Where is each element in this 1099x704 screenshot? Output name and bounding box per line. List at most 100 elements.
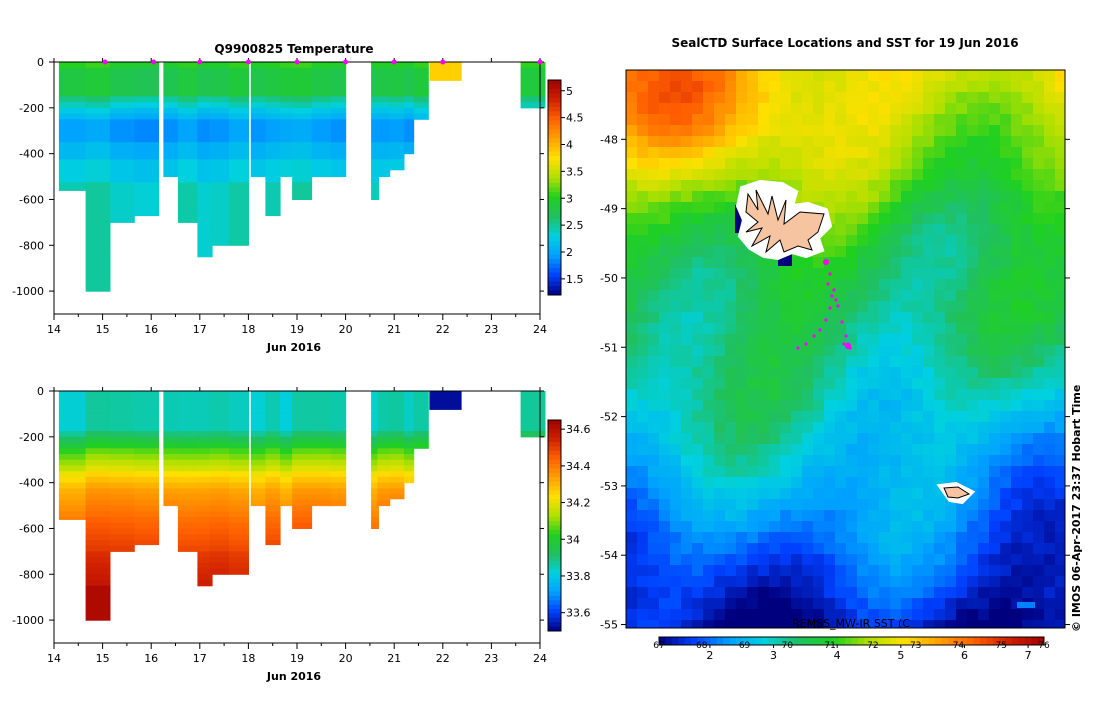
profile-cell	[58, 125, 89, 132]
sst-cell	[1033, 257, 1045, 269]
sst-cell	[769, 433, 781, 445]
sst-cell	[747, 334, 759, 346]
sst-cell	[1033, 202, 1045, 214]
profile-cell	[377, 62, 391, 69]
sst-cell	[659, 92, 671, 104]
sst-cell	[1044, 246, 1056, 258]
profile-cell	[371, 482, 379, 489]
profile-cell	[177, 448, 198, 455]
profile-cell	[209, 125, 230, 132]
sst-cell	[912, 92, 924, 104]
sst-cell	[967, 543, 979, 555]
profile-cell	[197, 574, 213, 581]
sst-cell	[978, 499, 990, 511]
sst-cell	[956, 235, 968, 247]
profile-cell	[413, 113, 429, 120]
profile-cell	[58, 425, 89, 432]
sst-cell	[791, 576, 803, 588]
profile-cell	[280, 391, 296, 398]
sst-cell	[714, 114, 726, 126]
colorbar-swatch	[548, 499, 561, 504]
profile-cell	[209, 153, 230, 160]
sst-cell	[879, 191, 891, 203]
temperature-xlabel: Jun 2016	[266, 341, 322, 354]
sst-cell	[747, 598, 759, 610]
sst-cell	[813, 532, 825, 544]
sst-cell	[901, 323, 913, 335]
sst-cell	[736, 279, 748, 291]
profile-cell	[250, 465, 266, 472]
sst-cell	[802, 488, 814, 500]
sst-cell	[912, 378, 924, 390]
sst-cell	[912, 136, 924, 148]
profile-cell	[429, 402, 462, 409]
profile-cell	[197, 425, 213, 432]
profile-cell	[58, 107, 89, 115]
profile-cell	[58, 494, 89, 501]
sst-cell	[824, 433, 836, 445]
profile-cell	[209, 165, 230, 172]
profile-cell	[177, 528, 198, 535]
profile-cell	[229, 454, 249, 461]
profile-cell	[197, 165, 213, 172]
sst-cell	[934, 191, 946, 203]
sst-cell	[670, 246, 682, 258]
sst-cell	[978, 433, 990, 445]
profile-cell	[197, 511, 213, 518]
profile-cell	[311, 482, 332, 489]
sst-cell	[791, 257, 803, 269]
colorbar-swatch	[659, 637, 666, 645]
sst-cell	[714, 125, 726, 137]
sst-cell	[1055, 257, 1066, 269]
sst-cell	[637, 312, 649, 324]
colorbar-swatch	[548, 151, 561, 157]
sst-cell	[648, 191, 660, 203]
profile-cell	[197, 408, 213, 415]
profile-cell	[389, 471, 405, 478]
sst-cell	[681, 345, 693, 357]
sst-cell	[1000, 378, 1012, 390]
sst-cell	[637, 598, 649, 610]
sst-cell	[813, 598, 825, 610]
profile-cell	[520, 413, 546, 421]
sst-cell	[791, 114, 803, 126]
profile-cell	[250, 494, 266, 501]
profile-cell	[331, 84, 347, 92]
sst-cell	[714, 444, 726, 456]
profile-cell	[163, 442, 179, 449]
sst-cell	[659, 598, 671, 610]
profile-cell	[229, 522, 249, 529]
sst-cell	[626, 389, 638, 401]
sst-cell	[1055, 620, 1066, 629]
sst-cell	[1022, 169, 1034, 181]
profile-cell	[265, 454, 281, 461]
sst-cell	[780, 400, 792, 412]
sst-cell	[912, 114, 924, 126]
sst-cell	[670, 334, 682, 346]
sst-cell	[670, 268, 682, 280]
profile-cell	[311, 73, 332, 80]
sst-cell	[769, 400, 781, 412]
sst-cell	[978, 356, 990, 368]
sst-cell	[747, 620, 759, 629]
sst-cell	[780, 334, 792, 346]
profile-cell	[109, 419, 135, 426]
sst-cell	[1011, 620, 1023, 629]
profile-cell	[265, 476, 281, 484]
colorbar-swatch	[1037, 637, 1045, 645]
profile-cell	[177, 436, 198, 444]
sst-cell	[901, 246, 913, 258]
sst-cell	[725, 444, 737, 456]
profile-cell	[197, 136, 213, 143]
sst-cell	[659, 345, 671, 357]
sst-cell	[813, 455, 825, 467]
sst-cell	[802, 466, 814, 478]
profile-cell	[413, 442, 429, 449]
colorbar-tick-label: 1.5	[566, 273, 584, 286]
sst-cell	[868, 81, 880, 93]
profile-cell	[371, 431, 379, 438]
sst-cell	[945, 213, 957, 225]
sst-cell	[670, 433, 682, 445]
profile-cell	[109, 505, 135, 512]
sst-cell	[835, 400, 847, 412]
